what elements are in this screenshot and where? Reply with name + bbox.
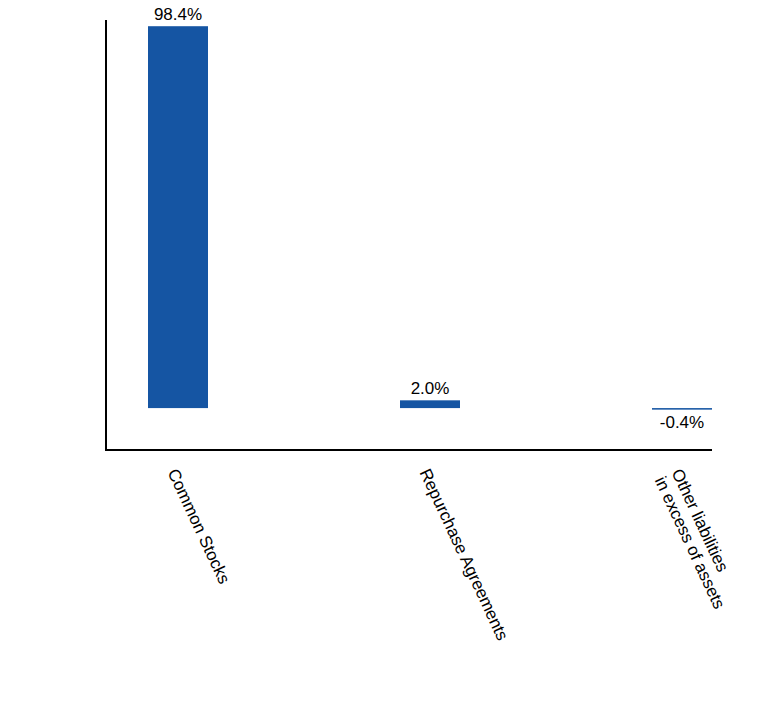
x-tick-label: Common Stocks (164, 466, 234, 587)
x-tick-label: Other liabilitiesin excess of assets (651, 466, 746, 612)
x-axis (105, 449, 712, 451)
bars (148, 26, 712, 409)
data-label: -0.4% (660, 413, 704, 432)
y-axis (105, 20, 107, 450)
data-label: 98.4% (154, 5, 202, 24)
bar (652, 408, 712, 410)
chart-svg: 98.4% 2.0% -0.4% Common Stocks Repurchase Ag… (0, 0, 780, 720)
chart-container: 98.4% 2.0% -0.4% Common Stocks Repurchase Ag… (0, 0, 780, 720)
data-label: 2.0% (411, 379, 450, 398)
x-tick-label: Repurchase Agreements (416, 466, 512, 644)
bar (148, 26, 208, 408)
bar (400, 400, 460, 408)
